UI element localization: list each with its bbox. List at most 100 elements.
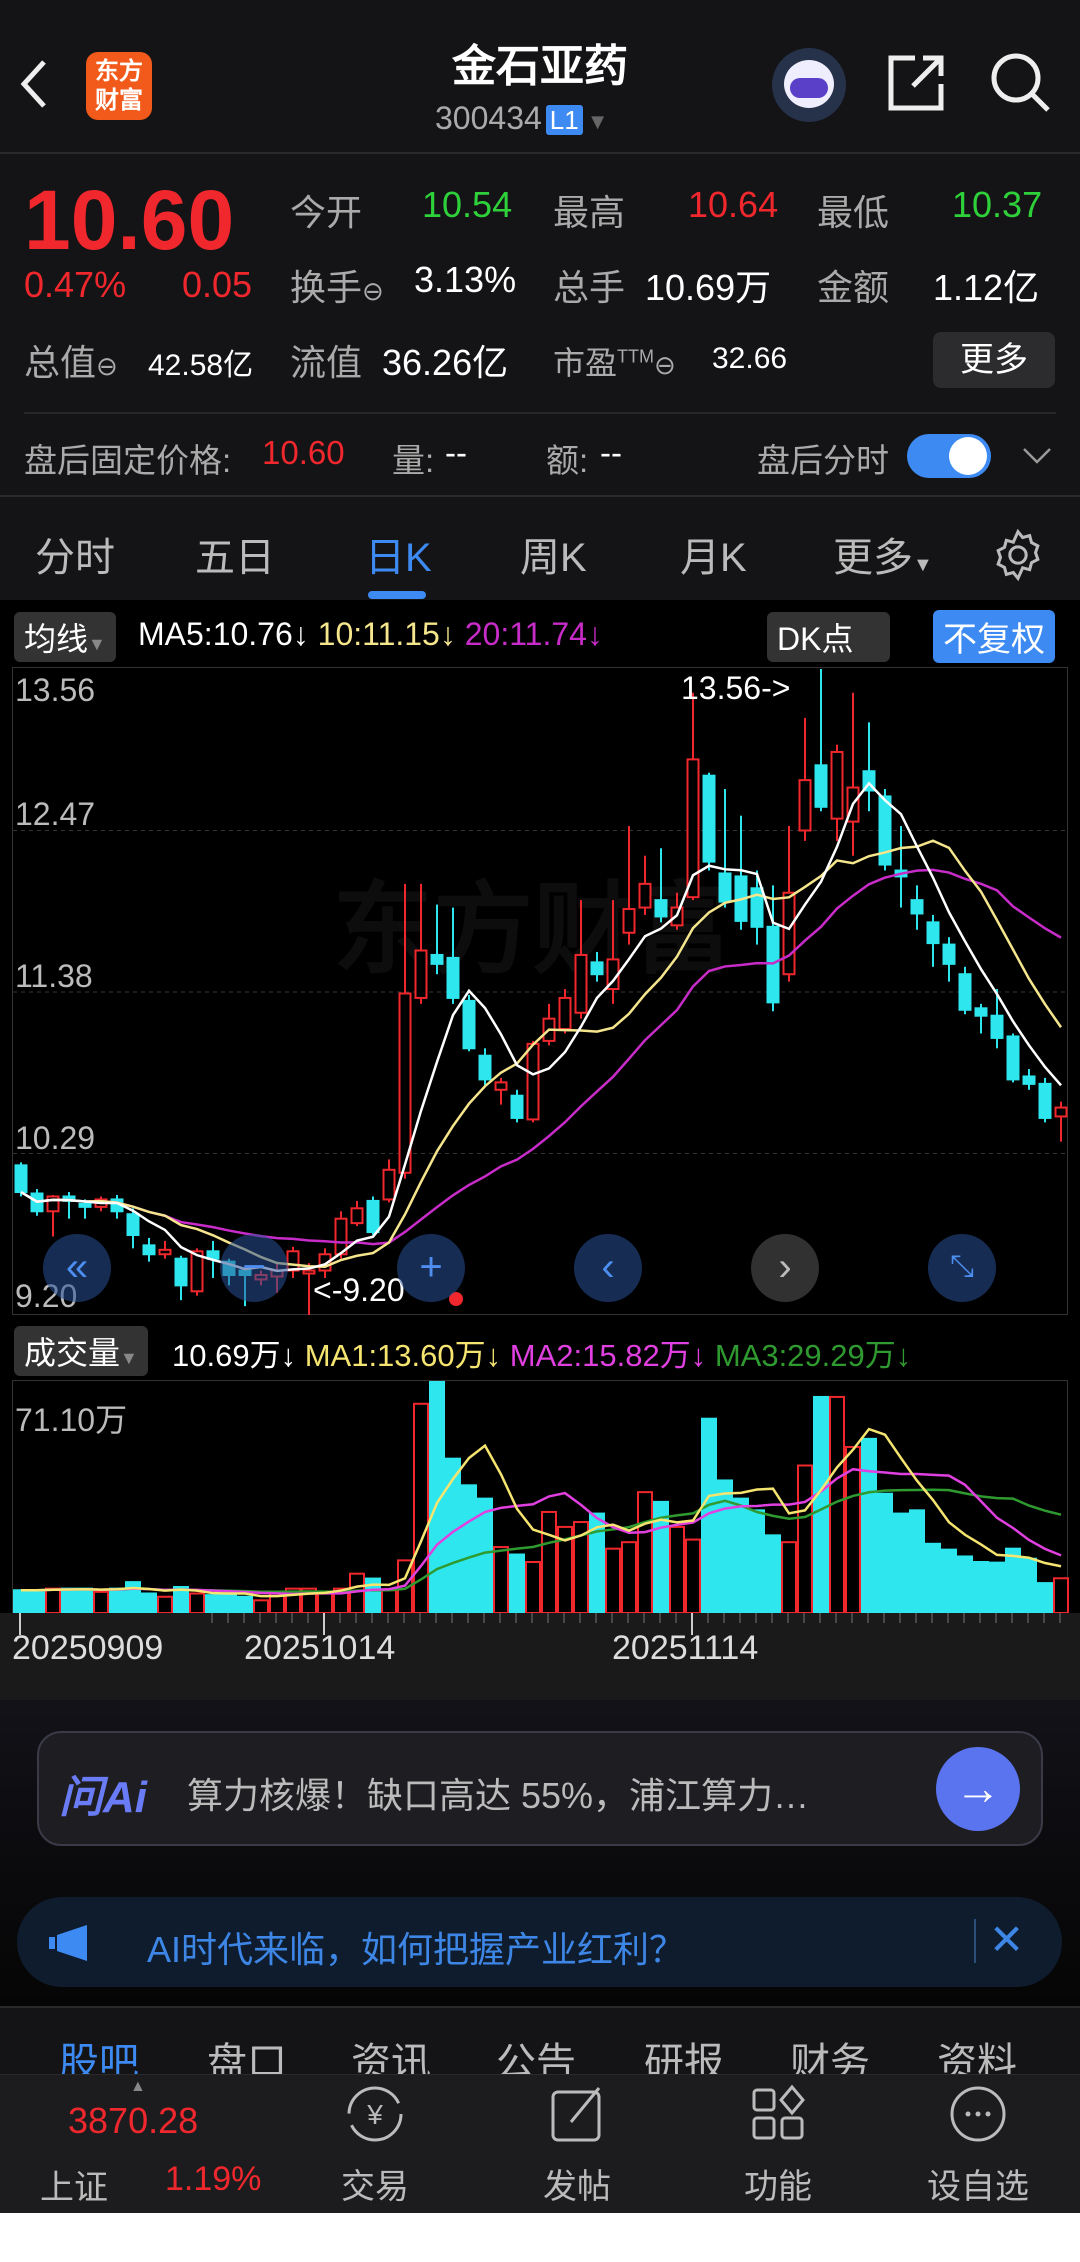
- more-button[interactable]: 更多: [933, 332, 1055, 388]
- caret-down-icon: ▼: [88, 634, 106, 654]
- caret-down-icon: ▼: [120, 1348, 138, 1368]
- candle-body: [366, 1199, 380, 1234]
- volume-bar: [93, 1590, 109, 1614]
- adjust-button[interactable]: 不复权: [933, 610, 1055, 663]
- caret-up-icon: ▲: [130, 2078, 146, 2095]
- after-hours-toggle[interactable]: [907, 434, 991, 478]
- candle-body: [382, 1168, 396, 1201]
- pe-label[interactable]: 市盈TTM⊖: [553, 345, 676, 381]
- prev-button[interactable]: ‹: [574, 1234, 642, 1302]
- arrow-right-icon[interactable]: →: [936, 1747, 1020, 1831]
- volume-chart[interactable]: 71.10万: [12, 1380, 1069, 1614]
- turnover-value: 3.13%: [414, 259, 517, 300]
- x-tick-label: 20251014: [244, 1629, 396, 1667]
- low-label: 最低: [817, 192, 890, 233]
- candle-body: [430, 953, 444, 965]
- chevron-down-icon[interactable]: [1022, 446, 1052, 466]
- notice-bar[interactable]: AI时代来临，如何把握产业红利？ ✕: [17, 1897, 1062, 1987]
- candle-body: [558, 996, 572, 1031]
- candle-body: [910, 899, 924, 915]
- stock-code[interactable]: 300434 L1 ▼: [435, 100, 608, 137]
- tab-daily-k[interactable]: 日K: [365, 536, 432, 580]
- candle-body: [702, 774, 716, 863]
- change-value: 0.05: [182, 264, 253, 305]
- after-hours-vol: --: [445, 434, 467, 471]
- vol-ma2: MA2:15.82万↓: [509, 1338, 707, 1373]
- volume-bar: [381, 1589, 397, 1614]
- tab-monthly-k[interactable]: 月K: [680, 536, 747, 580]
- logo: 东方财富: [86, 52, 152, 120]
- notice-text: AI时代来临，如何把握产业红利？: [147, 1929, 686, 1970]
- trade-button[interactable]: ¥ 交易: [315, 2084, 435, 2208]
- volume-bar: [237, 1595, 253, 1614]
- candle-body: [926, 921, 940, 945]
- functions-button[interactable]: 功能: [718, 2084, 838, 2208]
- volume-bar: [685, 1538, 701, 1614]
- volume-bar: [941, 1548, 957, 1614]
- kline-chart[interactable]: 东方财富 13.56 12.47 11.38 10.29 9.20 13.56-…: [12, 667, 1069, 1315]
- candle-body: [302, 1269, 316, 1275]
- ai-card[interactable]: 问Ai 算力核爆！缺口高达 55%，浦江算力… →: [37, 1731, 1043, 1846]
- max-annotation: 13.56->: [681, 670, 791, 706]
- tab-weekly-k[interactable]: 周K: [520, 536, 587, 580]
- candle-body: [878, 795, 892, 866]
- candle-body: [1038, 1082, 1052, 1119]
- volume-bar: [77, 1587, 93, 1614]
- zoom-in-button[interactable]: +: [397, 1234, 465, 1302]
- volume-bar: [29, 1589, 45, 1614]
- candle-body: [318, 1253, 332, 1272]
- volume-bar: [493, 1546, 509, 1614]
- zoom-out-button[interactable]: −: [220, 1234, 288, 1302]
- index-value[interactable]: 3870.28: [68, 2100, 199, 2141]
- ma-selector[interactable]: 均线▼: [14, 612, 116, 662]
- candle-body: [142, 1244, 156, 1256]
- min-annotation: <-9.20: [313, 1272, 405, 1308]
- mktcap-label[interactable]: 总值⊖: [24, 342, 118, 383]
- volume-bar: [925, 1542, 941, 1614]
- post-button[interactable]: 发帖: [517, 2084, 637, 2208]
- stock-code-text: 300434: [435, 100, 542, 136]
- change-pct: 0.47%: [24, 264, 127, 305]
- volume-bar: [669, 1525, 685, 1614]
- functions-label: 功能: [744, 2168, 812, 2206]
- volume-bar: [205, 1594, 221, 1614]
- volume-bar: [461, 1484, 477, 1614]
- fast-backward-button[interactable]: «: [43, 1234, 111, 1302]
- volume-bar: [13, 1589, 29, 1614]
- volume-bar: [797, 1464, 813, 1614]
- candle-body: [446, 956, 460, 999]
- trade-label: 交易: [341, 2168, 409, 2206]
- back-icon[interactable]: [18, 58, 48, 110]
- close-icon[interactable]: ✕: [989, 1916, 1025, 1963]
- search-icon[interactable]: [988, 50, 1054, 116]
- dk-point-button[interactable]: DK点: [767, 612, 890, 662]
- volume-current: 10.69万↓: [172, 1338, 297, 1373]
- share-icon[interactable]: [885, 52, 947, 114]
- candle-body: [462, 999, 476, 1050]
- volume-bar: [317, 1592, 333, 1614]
- turnover-label[interactable]: 换手⊖: [290, 267, 384, 308]
- robot-avatar[interactable]: [772, 48, 846, 122]
- candle-body: [1054, 1106, 1068, 1118]
- yuan-exchange-icon: ¥: [347, 2086, 403, 2142]
- tab-five-day[interactable]: 五日: [195, 536, 275, 580]
- volume-bar: [973, 1560, 989, 1614]
- candle-body: [414, 949, 428, 999]
- candle-body: [590, 961, 604, 976]
- index-name[interactable]: 上证: [40, 2169, 108, 2207]
- volume-selector[interactable]: 成交量▼: [14, 1326, 148, 1376]
- next-button[interactable]: ›: [751, 1234, 819, 1302]
- stock-name: 金石亚药: [452, 42, 628, 91]
- volume-svg: [13, 1381, 1069, 1614]
- ma10-line: [20, 839, 1063, 1268]
- volume-bar: [909, 1509, 925, 1614]
- tab-more[interactable]: 更多▼: [833, 536, 933, 580]
- y-tick: 12.47: [15, 796, 96, 832]
- gear-icon[interactable]: [990, 527, 1046, 583]
- add-watchlist-button[interactable]: 设自选: [918, 2084, 1038, 2208]
- fullscreen-button[interactable]: ⤡: [928, 1234, 996, 1302]
- candle-body: [158, 1248, 172, 1256]
- volume-bar: [541, 1510, 557, 1614]
- volume-bar: [621, 1541, 637, 1614]
- tab-intraday[interactable]: 分时: [35, 536, 115, 580]
